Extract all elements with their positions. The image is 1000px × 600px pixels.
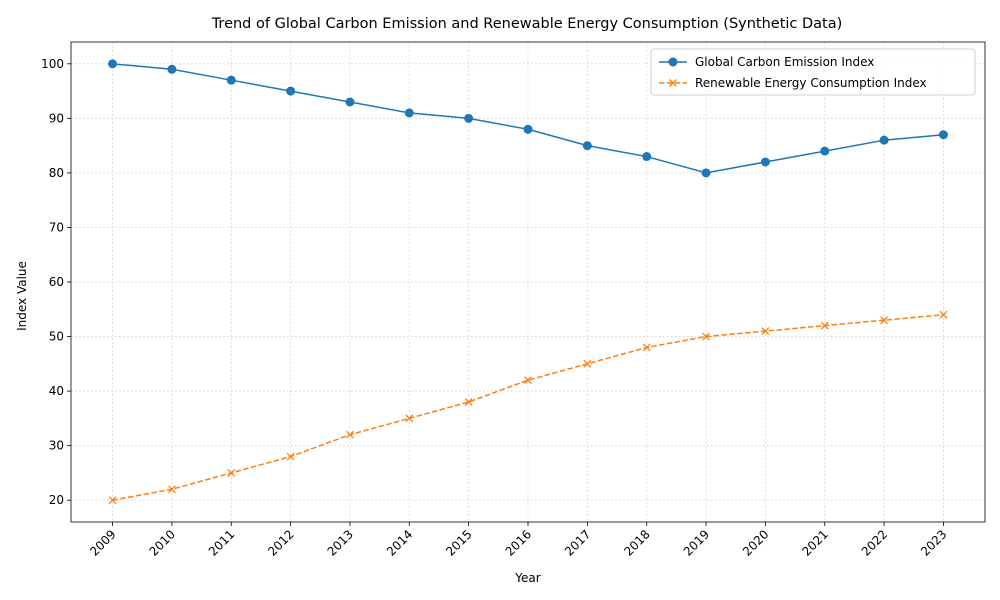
legend-marker <box>668 57 678 67</box>
data-point <box>108 59 118 69</box>
y-tick-label: 20 <box>49 493 64 507</box>
series-layer <box>108 59 948 505</box>
y-tick-label: 50 <box>49 330 64 344</box>
data-point <box>345 97 355 107</box>
data-point <box>464 398 473 406</box>
x-tick-label: 2014 <box>384 527 415 558</box>
x-tick-label: 2013 <box>325 527 356 558</box>
legend-label: Renewable Energy Consumption Index <box>695 76 927 90</box>
legend-marker <box>669 79 677 87</box>
data-point <box>523 124 533 134</box>
axes-layer: 2009 2010 2011 2012 2013 2014 2015 2016 2017 2018… <box>41 41 986 559</box>
data-point <box>582 141 592 151</box>
y-tick-label: 60 <box>49 275 64 289</box>
series-line <box>112 313 944 501</box>
y-axis-label: Index Value <box>15 261 29 331</box>
data-point <box>286 86 296 96</box>
data-point <box>227 468 236 477</box>
x-tick-label: 2015 <box>443 527 474 558</box>
x-tick-label: 2018 <box>621 527 652 558</box>
x-tick-label: 2021 <box>799 527 830 558</box>
x-tick-label: 2010 <box>147 527 178 558</box>
data-point <box>464 113 474 123</box>
data-point <box>167 64 177 74</box>
y-tick-label: 100 <box>41 57 64 71</box>
legend-box <box>650 48 976 96</box>
data-point <box>405 414 414 423</box>
x-tick-label: 2011 <box>206 527 237 558</box>
data-point <box>880 316 889 325</box>
data-point <box>939 310 948 319</box>
data-point <box>167 485 176 494</box>
legend-item: Renewable Energy Consumption Index <box>659 76 927 90</box>
data-point <box>226 75 236 85</box>
data-point <box>820 321 829 330</box>
chart-title: Trend of Global Carbon Emission and Rene… <box>211 16 843 32</box>
data-point <box>642 343 651 352</box>
data-point <box>642 152 652 162</box>
x-tick-label: 2023 <box>918 527 949 558</box>
legend-item: Global Carbon Emission Index <box>659 55 874 69</box>
y-tick-label: 80 <box>49 166 64 180</box>
x-tick-label: 2009 <box>87 527 118 558</box>
y-tick-label: 40 <box>49 384 64 398</box>
x-tick-label: 2019 <box>681 527 712 558</box>
y-tick-label: 70 <box>49 220 64 234</box>
legend-label: Global Carbon Emission Index <box>695 55 874 69</box>
data-point <box>404 108 414 118</box>
data-point <box>761 327 770 336</box>
data-point <box>879 135 889 145</box>
x-tick-label: 2022 <box>859 527 890 558</box>
data-point <box>524 376 532 385</box>
data-point <box>345 430 354 439</box>
y-tick-label: 30 <box>49 439 64 453</box>
x-tick-label: 2012 <box>265 527 296 558</box>
series-2 <box>108 310 948 505</box>
data-point <box>820 146 830 156</box>
data-point <box>760 157 770 167</box>
data-point <box>286 452 295 461</box>
data-point <box>108 496 117 505</box>
legend: Global Carbon Emission Index Renewable En… <box>650 48 976 96</box>
grid-layer <box>71 42 985 522</box>
data-point <box>702 332 711 341</box>
data-point <box>701 168 711 178</box>
data-point <box>583 359 592 368</box>
x-tick-label: 2016 <box>503 527 534 558</box>
y-tick-label: 90 <box>49 111 64 125</box>
x-axis-label: Year <box>514 571 540 585</box>
data-point <box>938 130 948 140</box>
x-tick-label: 2017 <box>562 527 593 558</box>
x-tick-label: 2020 <box>740 527 771 558</box>
series-1 <box>108 59 948 178</box>
